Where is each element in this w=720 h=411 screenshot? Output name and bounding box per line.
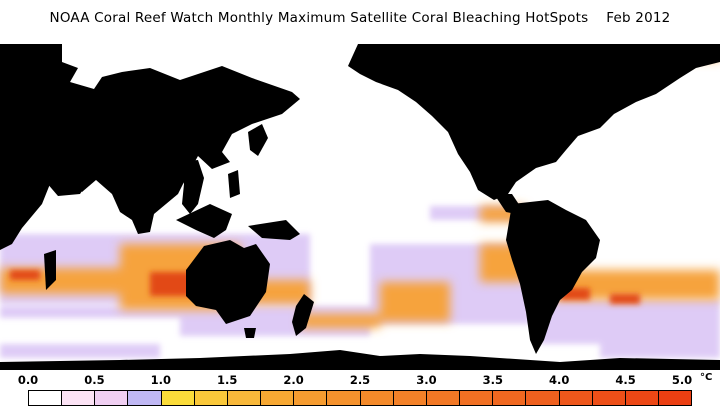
- colorbar-cell: [94, 391, 128, 405]
- colorbar-cell: [359, 391, 393, 405]
- japan: [248, 124, 268, 156]
- philippines: [228, 170, 240, 198]
- map-title: NOAA Coral Reef Watch Monthly Maximum Sa…: [49, 10, 671, 26]
- colorbar-cell: [29, 391, 62, 405]
- colorbar-unit: °C: [700, 372, 713, 383]
- colorbar-cell: [591, 391, 625, 405]
- colorbar-tick-label: 2.5: [349, 373, 371, 387]
- land-layer: [0, 44, 720, 370]
- colorbar-tick-label: 4.5: [615, 373, 636, 387]
- colorbar-tick-label: 2.0: [283, 373, 304, 387]
- southeast-asia: [180, 160, 204, 214]
- colorbar-cell: [61, 391, 95, 405]
- colorbar-cell: [525, 391, 559, 405]
- colorbar-cell: [425, 391, 460, 405]
- arabia: [40, 154, 92, 196]
- colorbar-cell: [392, 391, 426, 405]
- eurasia-africa: [0, 44, 300, 250]
- colorbar-cell: [293, 391, 327, 405]
- colorbar-tick-label: 1.0: [150, 373, 171, 387]
- colorbar-tick-labels: 0.0 0.5 1.0 1.5 2.0 2.5 3.0 3.5 4.0 4.5 5.0: [0, 373, 720, 389]
- colorbar-cell: [226, 391, 261, 405]
- colorbar-tick-label: 1.5: [217, 373, 238, 387]
- india: [128, 154, 160, 220]
- colorbar-tick-label: 3.5: [482, 373, 503, 387]
- colorbar: [28, 390, 692, 406]
- australia: [186, 240, 270, 324]
- colorbar-cell: [326, 391, 360, 405]
- colorbar-tick-label: 3.0: [416, 373, 437, 387]
- colorbar-cell: [657, 391, 692, 405]
- south-america: [506, 200, 600, 354]
- new-guinea: [248, 220, 300, 240]
- sumatra-borneo: [176, 204, 232, 238]
- colorbar-tick-label: 5.0: [671, 373, 693, 387]
- colorbar-cell: [160, 391, 194, 405]
- antarctica: [0, 350, 720, 370]
- colorbar-tick-label: 0.5: [84, 373, 105, 387]
- new-zealand: [292, 294, 314, 336]
- madagascar: [44, 250, 56, 290]
- colorbar-cell: [260, 391, 294, 405]
- tasmania: [244, 328, 256, 338]
- colorbar-cell: [624, 391, 658, 405]
- greenland: [598, 44, 690, 96]
- colorbar-tick-label: 0.0: [17, 373, 39, 387]
- colorbar-cell: [558, 391, 592, 405]
- colorbar-cell: [459, 391, 493, 405]
- colorbar-cell: [193, 391, 227, 405]
- colorbar-tick-label: 4.0: [549, 373, 570, 387]
- colorbar-cell: [127, 391, 161, 405]
- hotspot-map: [0, 44, 720, 370]
- colorbar-cell: [492, 391, 526, 405]
